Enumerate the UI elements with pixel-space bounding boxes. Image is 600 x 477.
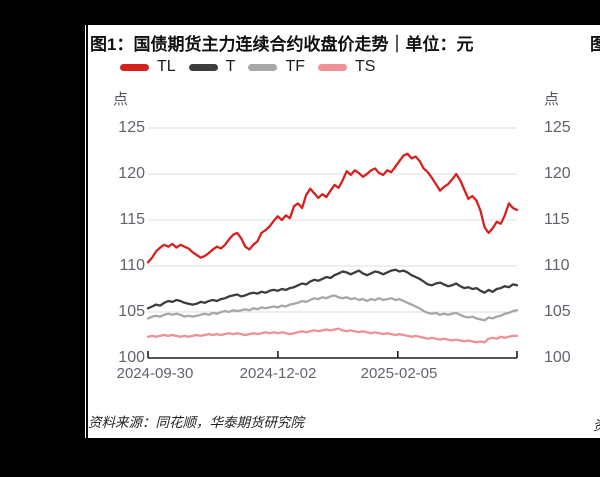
y-axis-unit-right: 点 — [544, 91, 560, 108]
series-line-TL — [146, 152, 519, 264]
legend-item-TL: TL — [120, 59, 176, 75]
x-tick-label-0: 2024-09-30 — [116, 365, 194, 382]
y-tick-label-left-115: 115 — [119, 211, 145, 228]
y-tick-label-left-125: 125 — [118, 119, 145, 136]
figure-title: 图1：国债期货主力连续合约收盘价走势｜单位：元 — [90, 35, 474, 54]
x-tick-label-1: 2024-12-02 — [239, 365, 317, 382]
y-tick-label-right-110: 110 — [544, 257, 570, 274]
y-tick-label-right-100: 100 — [544, 349, 571, 366]
x-tick-label-2: 2025-02-05 — [360, 365, 438, 382]
next-column-title-fragment: 图 — [590, 35, 600, 54]
figure-panel: 图1：国债期货主力连续合约收盘价走势｜单位：元 图 TL T TF TS 点 点 10… — [85, 25, 600, 438]
legend-swatch-TS — [318, 63, 347, 71]
y-tick-label-left-120: 120 — [118, 165, 145, 182]
y-tick-label-left-100: 100 — [118, 349, 145, 366]
y-tick-label-right-125: 125 — [544, 119, 571, 136]
legend-swatch-TF — [248, 63, 278, 71]
legend-label-TF: TF — [285, 58, 305, 75]
series-line-TF — [146, 294, 519, 322]
y-tick-label-right-120: 120 — [544, 165, 571, 182]
legend-swatch-TL — [120, 63, 149, 71]
y-axis-unit-left: 点 — [113, 91, 129, 108]
legend-swatch-T — [188, 63, 218, 71]
y-tick-label-left-110: 110 — [119, 257, 145, 274]
legend-label-TL: TL — [157, 58, 176, 75]
legend-label-TS: TS — [355, 58, 376, 75]
legend-item-T: T — [188, 58, 236, 75]
source-note: 资料来源：同花顺，华泰期货研究院 — [88, 415, 304, 430]
panel-left-border — [86, 25, 88, 438]
next-column-source-fragment: 资 — [593, 414, 600, 434]
y-tick-label-right-115: 115 — [544, 211, 570, 228]
series-line-TS — [146, 327, 519, 344]
y-tick-label-left-105: 105 — [118, 303, 145, 320]
chart-legend: TL T TF TS — [120, 58, 375, 76]
y-tick-label-right-105: 105 — [544, 303, 571, 320]
line-chart-plot — [146, 127, 519, 359]
legend-label-T: T — [225, 58, 236, 75]
legend-item-TS: TS — [318, 59, 375, 75]
series-line-T — [146, 268, 519, 310]
legend-item-TF: TF — [248, 59, 305, 75]
